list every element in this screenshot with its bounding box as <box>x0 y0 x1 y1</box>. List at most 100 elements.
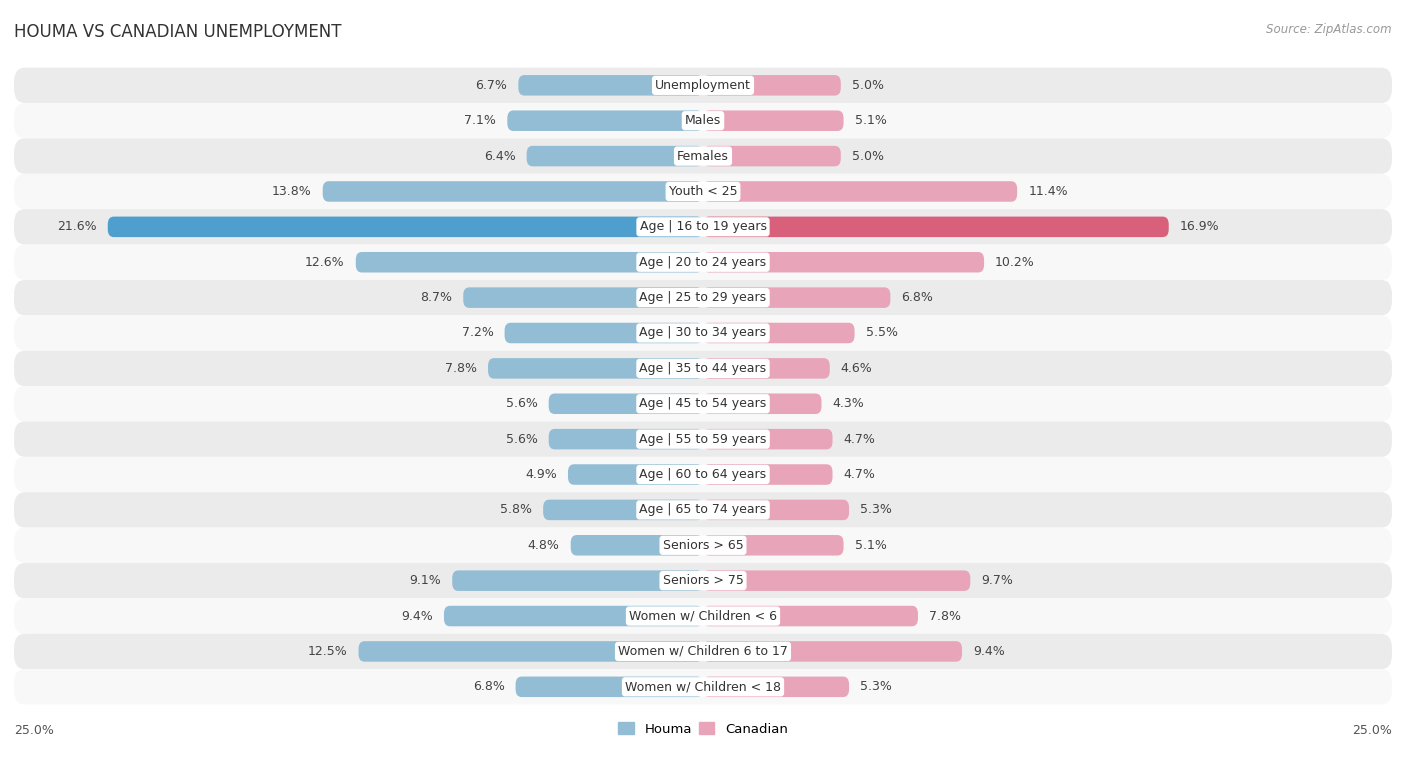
FancyBboxPatch shape <box>543 500 703 520</box>
Text: 7.8%: 7.8% <box>929 609 960 622</box>
Text: Women w/ Children < 18: Women w/ Children < 18 <box>626 681 780 693</box>
FancyBboxPatch shape <box>14 669 1392 705</box>
FancyBboxPatch shape <box>703 535 844 556</box>
Text: 6.4%: 6.4% <box>484 150 516 163</box>
FancyBboxPatch shape <box>14 174 1392 209</box>
Text: 16.9%: 16.9% <box>1180 220 1219 233</box>
Text: 25.0%: 25.0% <box>1353 724 1392 737</box>
FancyBboxPatch shape <box>568 464 703 484</box>
Text: 5.6%: 5.6% <box>506 433 537 446</box>
Text: Age | 60 to 64 years: Age | 60 to 64 years <box>640 468 766 481</box>
FancyBboxPatch shape <box>359 641 703 662</box>
Text: 7.8%: 7.8% <box>446 362 477 375</box>
FancyBboxPatch shape <box>453 571 703 591</box>
FancyBboxPatch shape <box>14 350 1392 386</box>
Text: Age | 20 to 24 years: Age | 20 to 24 years <box>640 256 766 269</box>
Text: Seniors > 65: Seniors > 65 <box>662 539 744 552</box>
FancyBboxPatch shape <box>14 139 1392 174</box>
FancyBboxPatch shape <box>14 563 1392 598</box>
Text: Unemployment: Unemployment <box>655 79 751 92</box>
FancyBboxPatch shape <box>703 181 1017 201</box>
Text: 6.7%: 6.7% <box>475 79 508 92</box>
Text: 21.6%: 21.6% <box>58 220 97 233</box>
Text: Age | 30 to 34 years: Age | 30 to 34 years <box>640 326 766 339</box>
Text: Age | 45 to 54 years: Age | 45 to 54 years <box>640 397 766 410</box>
FancyBboxPatch shape <box>571 535 703 556</box>
Text: 4.8%: 4.8% <box>527 539 560 552</box>
Text: Age | 35 to 44 years: Age | 35 to 44 years <box>640 362 766 375</box>
FancyBboxPatch shape <box>14 528 1392 563</box>
Text: 5.8%: 5.8% <box>501 503 531 516</box>
FancyBboxPatch shape <box>703 288 890 308</box>
FancyBboxPatch shape <box>356 252 703 273</box>
FancyBboxPatch shape <box>703 146 841 167</box>
FancyBboxPatch shape <box>548 394 703 414</box>
Text: Females: Females <box>678 150 728 163</box>
Text: 6.8%: 6.8% <box>472 681 505 693</box>
FancyBboxPatch shape <box>14 598 1392 634</box>
FancyBboxPatch shape <box>323 181 703 201</box>
FancyBboxPatch shape <box>703 606 918 626</box>
FancyBboxPatch shape <box>463 288 703 308</box>
Text: 5.1%: 5.1% <box>855 539 886 552</box>
Text: 4.3%: 4.3% <box>832 397 865 410</box>
Text: 4.7%: 4.7% <box>844 468 876 481</box>
Text: Age | 16 to 19 years: Age | 16 to 19 years <box>640 220 766 233</box>
Text: 9.1%: 9.1% <box>409 574 441 587</box>
Text: Youth < 25: Youth < 25 <box>669 185 737 198</box>
Text: 9.4%: 9.4% <box>973 645 1005 658</box>
Text: 4.9%: 4.9% <box>526 468 557 481</box>
Text: Age | 55 to 59 years: Age | 55 to 59 years <box>640 433 766 446</box>
FancyBboxPatch shape <box>703 252 984 273</box>
FancyBboxPatch shape <box>703 358 830 378</box>
Text: 5.6%: 5.6% <box>506 397 537 410</box>
FancyBboxPatch shape <box>505 322 703 343</box>
Text: Women w/ Children < 6: Women w/ Children < 6 <box>628 609 778 622</box>
Text: 5.0%: 5.0% <box>852 79 884 92</box>
FancyBboxPatch shape <box>108 217 703 237</box>
FancyBboxPatch shape <box>703 394 821 414</box>
Text: 4.7%: 4.7% <box>844 433 876 446</box>
Text: 7.1%: 7.1% <box>464 114 496 127</box>
Text: 6.8%: 6.8% <box>901 291 934 304</box>
FancyBboxPatch shape <box>14 316 1392 350</box>
Text: Women w/ Children 6 to 17: Women w/ Children 6 to 17 <box>619 645 787 658</box>
FancyBboxPatch shape <box>519 75 703 95</box>
Legend: Houma, Canadian: Houma, Canadian <box>613 717 793 741</box>
FancyBboxPatch shape <box>14 103 1392 139</box>
FancyBboxPatch shape <box>14 245 1392 280</box>
FancyBboxPatch shape <box>703 464 832 484</box>
FancyBboxPatch shape <box>703 571 970 591</box>
FancyBboxPatch shape <box>703 677 849 697</box>
Text: 9.7%: 9.7% <box>981 574 1014 587</box>
FancyBboxPatch shape <box>14 492 1392 528</box>
Text: 9.4%: 9.4% <box>401 609 433 622</box>
Text: 5.0%: 5.0% <box>852 150 884 163</box>
Text: 8.7%: 8.7% <box>420 291 453 304</box>
Text: 4.6%: 4.6% <box>841 362 873 375</box>
Text: Source: ZipAtlas.com: Source: ZipAtlas.com <box>1267 23 1392 36</box>
FancyBboxPatch shape <box>508 111 703 131</box>
FancyBboxPatch shape <box>527 146 703 167</box>
Text: Age | 25 to 29 years: Age | 25 to 29 years <box>640 291 766 304</box>
Text: Age | 65 to 74 years: Age | 65 to 74 years <box>640 503 766 516</box>
FancyBboxPatch shape <box>703 429 832 450</box>
Text: 5.1%: 5.1% <box>855 114 886 127</box>
Text: 12.5%: 12.5% <box>308 645 347 658</box>
FancyBboxPatch shape <box>703 322 855 343</box>
Text: Seniors > 75: Seniors > 75 <box>662 574 744 587</box>
FancyBboxPatch shape <box>548 429 703 450</box>
FancyBboxPatch shape <box>703 111 844 131</box>
Text: 12.6%: 12.6% <box>305 256 344 269</box>
FancyBboxPatch shape <box>516 677 703 697</box>
FancyBboxPatch shape <box>14 209 1392 245</box>
Text: 5.3%: 5.3% <box>860 503 891 516</box>
Text: 10.2%: 10.2% <box>995 256 1035 269</box>
FancyBboxPatch shape <box>444 606 703 626</box>
Text: 5.5%: 5.5% <box>866 326 897 339</box>
FancyBboxPatch shape <box>14 386 1392 422</box>
FancyBboxPatch shape <box>703 217 1168 237</box>
FancyBboxPatch shape <box>488 358 703 378</box>
FancyBboxPatch shape <box>14 634 1392 669</box>
FancyBboxPatch shape <box>14 422 1392 456</box>
